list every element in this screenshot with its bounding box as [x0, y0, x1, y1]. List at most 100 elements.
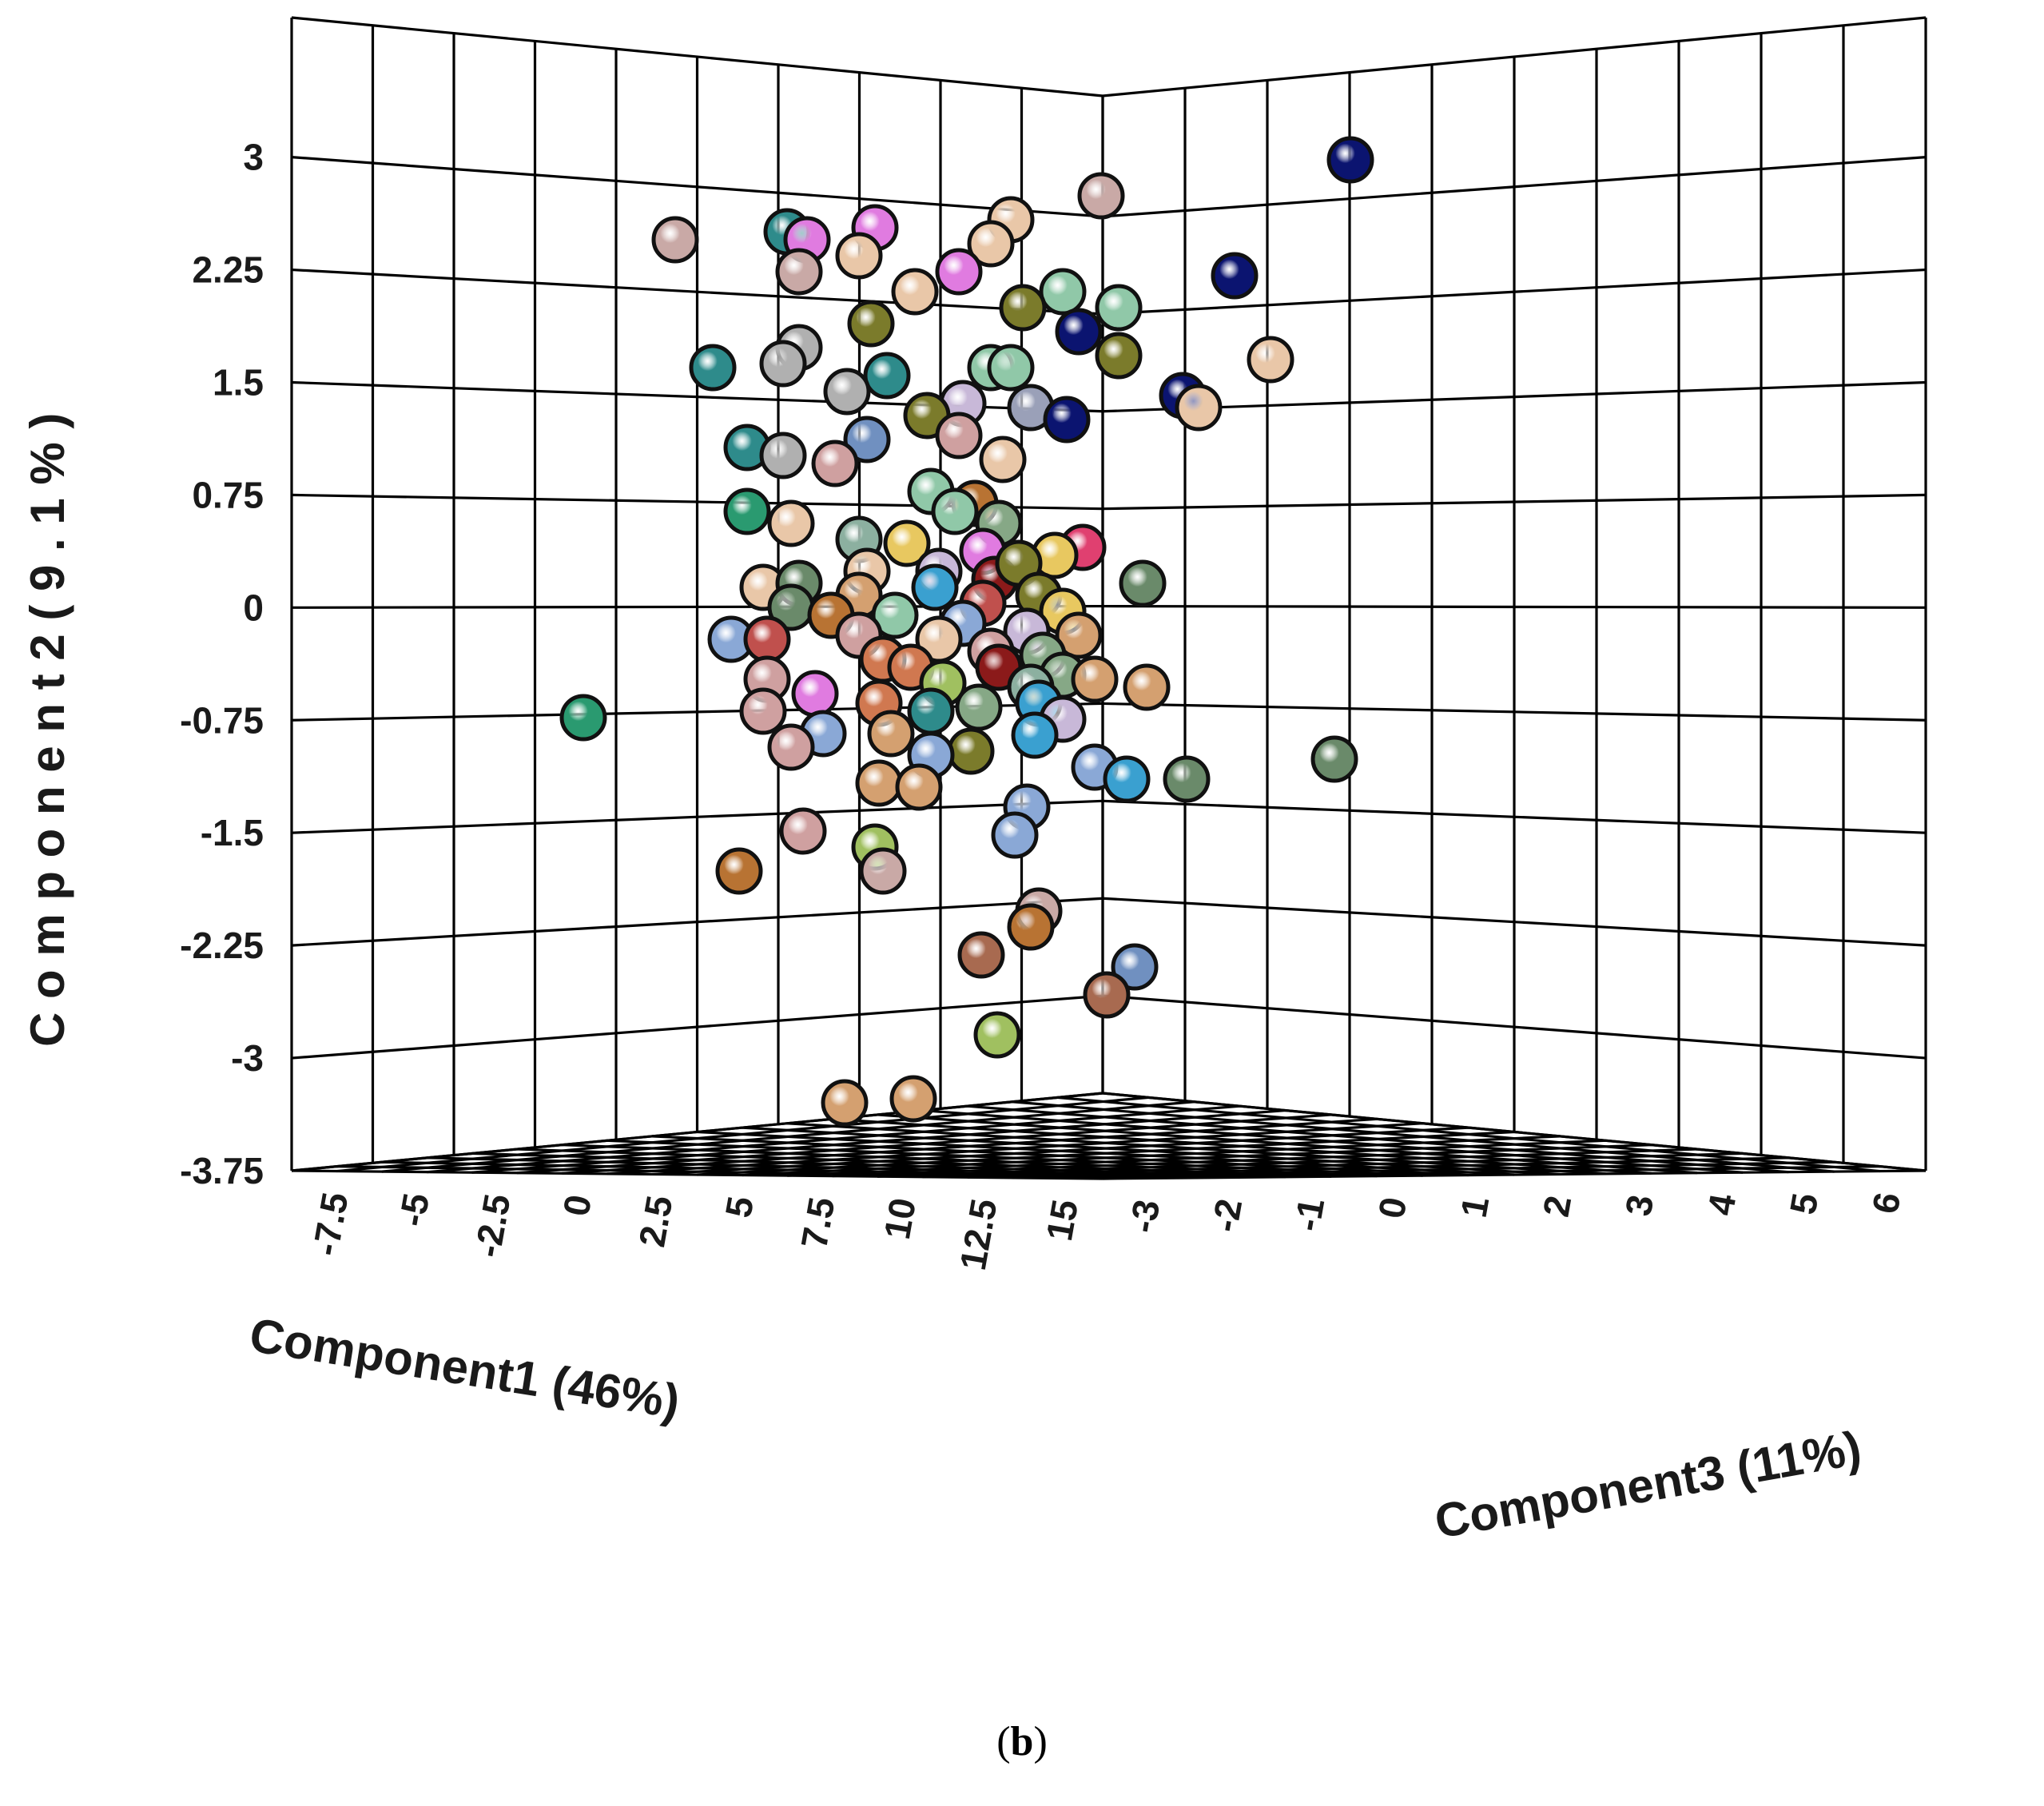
- data-point: [863, 352, 911, 400]
- x-tick-label: 15: [1038, 1196, 1086, 1243]
- z-tick-label: 1: [1453, 1193, 1497, 1220]
- data-point: [559, 694, 607, 742]
- data-point: [867, 710, 915, 758]
- data-point: [895, 763, 943, 811]
- y-tick-label: 0.75: [192, 474, 264, 515]
- z-tick-label: -2: [1203, 1195, 1250, 1235]
- data-points: [559, 136, 1374, 1127]
- data-point: [1083, 971, 1131, 1019]
- y-tick-label: 3: [243, 137, 264, 178]
- panel-label: (b): [996, 1719, 1048, 1764]
- floor-grid-line: [1012, 1160, 1835, 1179]
- z-tick-label: -3: [1121, 1196, 1167, 1235]
- z-axis-title: Component3 (11%): [1431, 1421, 1865, 1549]
- y-tick-label: 1.5: [213, 361, 264, 403]
- x-tick-label: 7.5: [793, 1194, 842, 1251]
- data-point: [1326, 136, 1374, 184]
- data-point: [991, 811, 1039, 859]
- z-tick-label: -1: [1286, 1195, 1332, 1234]
- floor-grid-line: [967, 1156, 1789, 1179]
- z-tick-label: 2: [1535, 1192, 1580, 1219]
- data-point: [987, 344, 1035, 392]
- data-point: [651, 216, 699, 264]
- z-tick-label: 4: [1700, 1191, 1744, 1219]
- data-point: [935, 412, 983, 459]
- data-point: [855, 759, 903, 807]
- floor-grid-line: [1102, 1169, 1927, 1180]
- x-axis-title: Component1 (46%): [246, 1308, 683, 1429]
- data-point: [883, 519, 931, 567]
- data-point: [1095, 332, 1143, 380]
- z-tick-label: 6: [1864, 1189, 1909, 1216]
- z-tick-label: 5: [1782, 1190, 1827, 1217]
- data-point: [935, 248, 983, 296]
- data-point: [1111, 943, 1159, 991]
- data-point: [1175, 384, 1223, 432]
- data-point: [967, 220, 1015, 268]
- data-point: [957, 931, 1005, 979]
- data-point: [775, 248, 823, 296]
- data-point: [821, 1079, 869, 1127]
- data-point: [743, 615, 791, 663]
- x-tick-label: 12.5: [952, 1195, 1005, 1273]
- y-tick-label: -1.5: [201, 812, 264, 853]
- data-point: [955, 683, 1003, 731]
- z-tick-label: 0: [1370, 1194, 1415, 1221]
- data-point: [723, 487, 771, 535]
- x-tick-label: -2.5: [467, 1191, 519, 1260]
- data-point: [1077, 172, 1125, 220]
- y-tick-label: -0.75: [180, 699, 264, 741]
- x-tick-label: 2.5: [630, 1192, 680, 1250]
- data-point: [1211, 252, 1259, 300]
- data-point: [859, 847, 907, 895]
- x-tick-label: 5: [717, 1193, 762, 1220]
- data-point: [1055, 308, 1103, 356]
- data-point: [973, 1011, 1021, 1059]
- x-tick-label: -5: [391, 1190, 437, 1229]
- data-point: [1055, 611, 1103, 659]
- data-point: [1123, 663, 1171, 711]
- floor-grid-line: [1057, 1165, 1880, 1180]
- data-point: [835, 232, 883, 280]
- y-tick-label: -3: [231, 1037, 264, 1079]
- x-tick-label: 0: [555, 1191, 599, 1219]
- data-point: [1011, 711, 1059, 759]
- grid: [290, 16, 1927, 1180]
- data-point: [1163, 755, 1211, 803]
- data-point: [1247, 336, 1294, 384]
- data-point: [811, 440, 859, 487]
- data-point: [907, 687, 955, 735]
- data-point: [759, 340, 807, 388]
- data-point: [715, 847, 763, 895]
- data-point: [1095, 284, 1143, 332]
- data-point: [1043, 396, 1091, 444]
- floor-grid-line: [336, 1165, 1149, 1180]
- data-point: [979, 436, 1027, 483]
- data-point: [891, 268, 939, 316]
- data-point: [1039, 268, 1087, 316]
- data-point: [1310, 735, 1358, 783]
- data-point: [911, 563, 959, 611]
- data-point: [1119, 559, 1167, 607]
- data-point: [791, 670, 839, 718]
- y-axis-title: C o m p o n e n t 2 ( 9 . 1 % ): [21, 413, 74, 1047]
- panel-letter: b: [1010, 1719, 1034, 1764]
- data-point: [823, 368, 871, 416]
- data-point: [767, 723, 815, 771]
- data-point: [739, 687, 787, 735]
- z-tick-label: 3: [1617, 1191, 1662, 1219]
- data-point: [847, 300, 895, 348]
- x-tick-label: 10: [876, 1195, 924, 1242]
- data-point: [779, 807, 827, 855]
- data-point: [931, 487, 979, 535]
- floor-grid-line: [381, 1160, 1195, 1179]
- data-point: [947, 727, 995, 775]
- y-tick-label: 0: [243, 587, 264, 628]
- data-point: [1071, 655, 1119, 703]
- x-tick-label: -7.5: [304, 1189, 356, 1259]
- y-tick-label: -3.75: [180, 1150, 264, 1191]
- data-point: [843, 416, 891, 463]
- data-point: [999, 284, 1047, 332]
- y-tick-label: 2.25: [192, 249, 264, 291]
